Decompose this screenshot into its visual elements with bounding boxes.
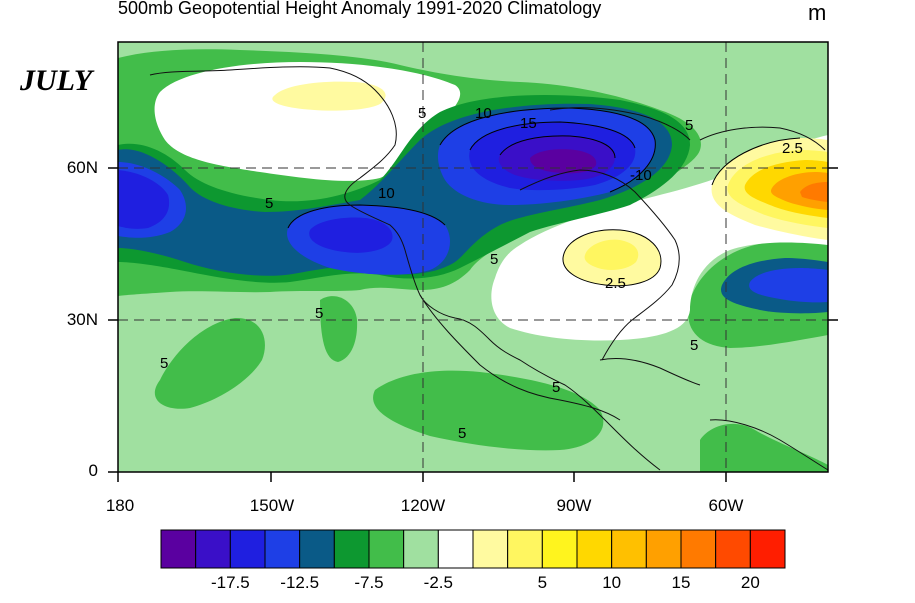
contour-label: 5: [160, 355, 168, 372]
colorbar-swatch: [160, 529, 197, 569]
colorbar-tick-label: 15: [671, 573, 691, 592]
units-label: m: [808, 0, 827, 25]
colorbar-tick-label: 20: [740, 573, 760, 592]
map-field: [118, 42, 828, 472]
coastline-arctic: [549, 107, 691, 141]
lat-label-30n: 30N: [66, 310, 98, 329]
colorbar-tick-label: -7.5: [354, 573, 384, 592]
contour-mid: [287, 204, 446, 229]
field-pos-us-core: [584, 239, 639, 270]
colorbar-swatch: [472, 529, 509, 569]
coastline-greenland: [699, 126, 826, 151]
contour-label: 2.5: [605, 275, 626, 292]
contour-greenland: [711, 137, 801, 186]
month-label: JULY: [20, 64, 93, 97]
field-pos-alaska: [272, 81, 386, 111]
field-neg5-tropic: [373, 370, 604, 451]
map-title: 500mb Geopotential Height Anomaly 1991-2…: [118, 0, 602, 18]
contour-hudson-2: [469, 121, 636, 151]
colorbar-swatch: [195, 529, 231, 569]
contour-label: -10: [630, 167, 652, 184]
field-neg15-pac: [118, 170, 170, 229]
coastline-mexico: [419, 294, 621, 421]
tick-marks: [108, 167, 838, 482]
field-neg15-mid: [309, 217, 393, 253]
colorbar-swatch: [611, 529, 647, 569]
contour-label: 5: [690, 337, 698, 354]
contour-label: 5: [552, 379, 560, 396]
colorbar-swatch: [403, 529, 439, 569]
colorbar-swatch: [507, 529, 543, 569]
contour-label: 10: [378, 185, 395, 202]
colorbar-swatch: [437, 529, 474, 569]
colorbar-swatch: [645, 529, 682, 569]
contour-label-group: 10 15 10 5 5 5 5 5 2.5 2.5 5 5 5 5 -10: [160, 105, 803, 442]
contour-label: 10: [475, 105, 492, 122]
colorbar-swatch: [715, 529, 751, 569]
gridlines: [118, 42, 828, 472]
contour-lines: [287, 107, 801, 287]
colorbar-swatch: [229, 529, 266, 569]
contour-label: 5: [490, 251, 498, 268]
contour-label: 5: [685, 117, 693, 134]
colorbar-swatch: [264, 529, 301, 569]
field-neg20-hudson: [530, 149, 597, 174]
contour-hudson-1: [439, 107, 656, 193]
lon-label-90w: 90W: [556, 496, 592, 515]
colorbar-tick-label: 10: [602, 573, 622, 592]
contour-hudson-3: [499, 135, 616, 159]
colorbar-tick-label: -17.5: [210, 573, 250, 592]
colorbar-swatch: [541, 529, 578, 569]
colorbar-tick-label: -12.5: [280, 573, 320, 592]
colorbar-swatch: [299, 529, 335, 569]
field-greenland-4: [770, 172, 828, 210]
contour-label: 15: [520, 115, 537, 132]
colorbar-swatch: [680, 529, 717, 569]
colorbar-swatch: [576, 529, 613, 569]
lon-label-120w: 120W: [400, 496, 446, 515]
colorbar-tick-label: -2.5: [423, 573, 453, 592]
coastline-west: [149, 66, 661, 471]
colorbar-tick-label: 5: [537, 573, 548, 592]
coastline-caribbean: [599, 357, 701, 386]
contour-label: 5: [265, 195, 273, 212]
contour-label: 5: [458, 425, 466, 442]
map-frame: [117, 41, 829, 473]
field-neg5-sub: [320, 296, 358, 362]
colorbar: [160, 529, 786, 569]
contour-us-pos: [562, 229, 662, 287]
contour-label: 5: [315, 305, 323, 322]
contour-label: 2.5: [782, 140, 803, 157]
contour-label: 5: [418, 105, 426, 122]
colorbar-swatch: [333, 529, 370, 569]
field-neg5-sa: [700, 423, 828, 472]
lon-label-180: 180: [105, 496, 135, 515]
field-greenland-5: [800, 182, 828, 202]
lon-label-60w: 60W: [708, 496, 744, 515]
lat-label-60n: 60N: [66, 158, 98, 177]
colorbar-swatch: [368, 529, 405, 569]
lat-label-0: 0: [88, 461, 98, 480]
lon-label-150w: 150W: [249, 496, 295, 515]
colorbar-swatch: [749, 529, 786, 569]
field-neg12-atlantic: [749, 268, 828, 303]
coastline-south-america: [709, 419, 828, 471]
field-neg5-hawaii: [154, 317, 265, 409]
